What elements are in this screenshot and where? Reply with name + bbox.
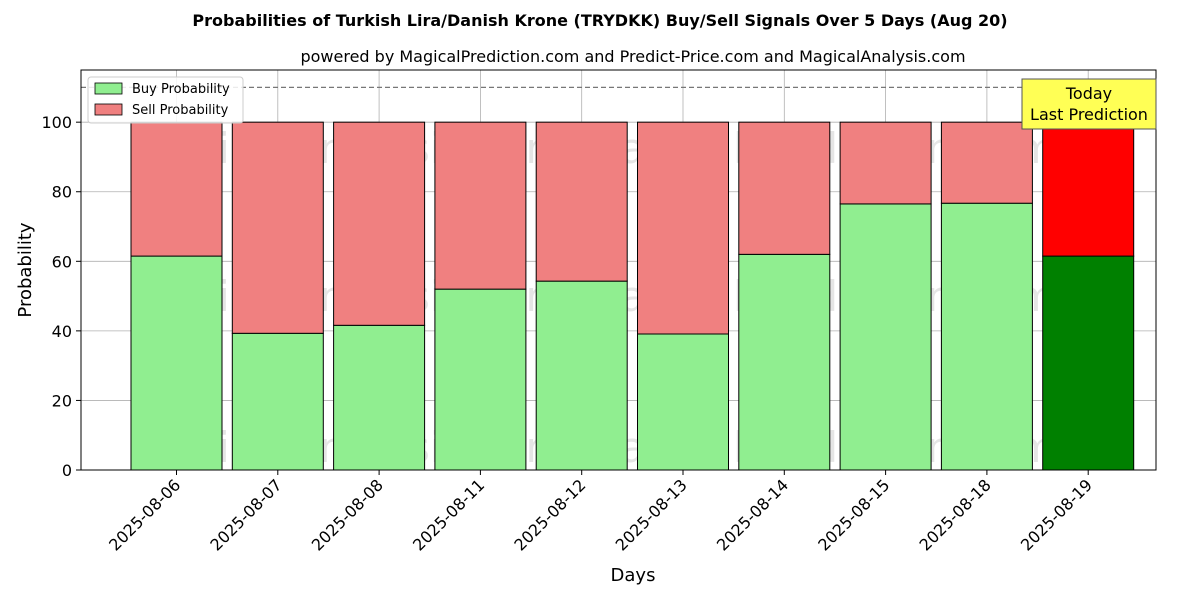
legend-box (87, 76, 244, 124)
x-tick-label: 2025-08-06 (105, 475, 184, 554)
y-tick-label: 80 (52, 183, 72, 202)
x-tick-label: 2025-08-15 (814, 475, 893, 554)
x-tick-label: 2025-08-13 (612, 475, 691, 554)
today-annotation: Today Last Prediction (1021, 78, 1157, 130)
bar-buy (1042, 255, 1135, 471)
y-tick-label: 40 (52, 322, 72, 341)
x-tick-label: 2025-08-12 (510, 475, 589, 554)
bar-sell (434, 121, 527, 290)
bar-buy (434, 288, 527, 471)
bar-buy (738, 253, 831, 471)
x-tick-label: 2025-08-18 (916, 475, 995, 554)
y-tick-label: 20 (52, 391, 72, 410)
bar-sell (637, 121, 729, 335)
legend: Buy Probability Sell Probability (87, 76, 244, 124)
chart-title: Probabilities of Turkish Lira/Danish Kro… (192, 11, 1007, 30)
bar-buy (839, 203, 932, 471)
legend-swatch-buy (94, 82, 123, 95)
bar-sell (130, 121, 223, 257)
y-axis-label: Probability (15, 222, 36, 317)
bars (130, 121, 1135, 471)
chart-subtitle: powered by MagicalPrediction.com and Pre… (300, 47, 965, 66)
x-tick-label: 2025-08-19 (1017, 475, 1096, 554)
annotation-line-last-prediction: Last Prediction (1030, 105, 1148, 124)
bar-sell (940, 121, 1033, 204)
bar-sell (839, 121, 932, 205)
x-tick-label: 2025-08-08 (308, 475, 387, 554)
legend-swatch-sell (94, 103, 123, 116)
bar-sell (738, 121, 831, 255)
x-axis: 2025-08-06 2025-08-07 2025-08-08 2025-08-11… (105, 470, 1096, 555)
x-axis-label: Days (611, 565, 656, 586)
y-tick-label: 60 (52, 252, 72, 271)
annotation-box (1021, 78, 1157, 130)
legend-label-sell: Sell Probability (132, 103, 229, 118)
bar-sell (1042, 121, 1135, 257)
x-tick-label: 2025-08-07 (206, 475, 285, 554)
x-tick-label: 2025-08-14 (713, 475, 792, 554)
bar-buy (940, 202, 1033, 471)
bar-sell (535, 121, 628, 282)
x-tick-label: 2025-08-11 (409, 475, 488, 554)
plot-frame (80, 69, 1157, 471)
bar-sell (333, 121, 426, 326)
bar-buy (130, 255, 223, 471)
bar-buy (231, 332, 324, 471)
bar-buy (333, 324, 426, 471)
y-axis: 0 20 40 60 80 100 (41, 113, 81, 480)
bar-buy (637, 333, 729, 471)
bar-buy (535, 280, 628, 471)
y-tick-label: 100 (41, 113, 72, 132)
annotation-line-today: Today (1065, 84, 1112, 103)
legend-label-buy: Buy Probability (132, 82, 230, 97)
y-tick-label: 0 (62, 461, 72, 480)
bar-sell (231, 121, 324, 334)
